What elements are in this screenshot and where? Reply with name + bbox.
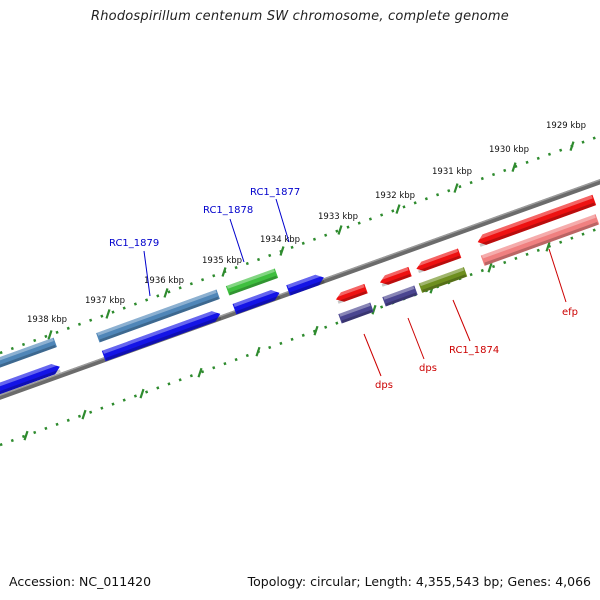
outer-major-tick xyxy=(221,267,227,277)
outer-major-tick xyxy=(395,204,401,214)
tick-label: 1930 kbp xyxy=(489,145,529,155)
gene-cds-RC1_1879[interactable] xyxy=(96,289,220,343)
gene-dps-a[interactable] xyxy=(334,283,368,304)
gene-label[interactable]: RC1_1877 xyxy=(250,187,300,198)
outer-major-tick xyxy=(163,288,169,298)
tick-label: 1934 kbp xyxy=(260,235,300,245)
outer-major-tick xyxy=(511,162,517,172)
label-leaders xyxy=(143,198,567,377)
gene-dps-b[interactable] xyxy=(378,266,412,287)
outer-major-tick xyxy=(47,330,53,340)
gene-RC1_1877[interactable] xyxy=(286,272,325,296)
inner-major-tick xyxy=(371,304,377,315)
accession-text: Accession: NC_011420 xyxy=(9,574,152,589)
outer-major-tick xyxy=(105,309,111,319)
gene-label[interactable]: dps xyxy=(419,363,437,374)
tick-label: 1936 kbp xyxy=(144,276,184,286)
gene-label[interactable]: RC1_1878 xyxy=(203,205,253,216)
gene-RC1_1874[interactable] xyxy=(415,248,462,274)
tick-label: 1938 kbp xyxy=(27,315,67,325)
tick-label: 1935 kbp xyxy=(202,256,242,266)
inner-major-tick xyxy=(139,388,145,399)
inner-major-tick xyxy=(313,325,319,336)
gene-label[interactable]: RC1_1879 xyxy=(109,238,159,249)
gene-label[interactable]: RC1_1874 xyxy=(449,345,499,356)
outer-major-tick xyxy=(279,246,285,256)
label-leader-line xyxy=(548,248,567,303)
gene-forward-RC1_1878[interactable] xyxy=(232,288,282,315)
gene-forward-a[interactable] xyxy=(0,361,62,397)
label-leader-line xyxy=(275,198,290,243)
gene-label[interactable]: efp xyxy=(562,307,578,318)
gene-forward-RC1_1879[interactable] xyxy=(101,309,222,362)
tick-label: 1929 kbp xyxy=(546,121,586,131)
gene-cds-RC1_1874[interactable] xyxy=(418,267,468,293)
label-leader-line xyxy=(452,299,471,342)
map-title: Rhodospirillum centenum SW chromosome, c… xyxy=(91,9,509,24)
gene-features[interactable] xyxy=(0,194,600,397)
gene-cds-dps-a[interactable] xyxy=(338,302,374,324)
inner-major-tick xyxy=(545,241,551,252)
gene-cds-blue[interactable] xyxy=(0,337,57,379)
tick-label: 1937 kbp xyxy=(85,296,125,306)
genome-info-text: Topology: circular; Length: 4,355,543 bp… xyxy=(247,574,591,589)
gene-cds-RC1_1878[interactable] xyxy=(225,268,279,296)
label-leader-line xyxy=(143,250,151,297)
inner-major-tick xyxy=(23,430,29,441)
tick-label: 1931 kbp xyxy=(432,167,472,177)
tick-label: 1932 kbp xyxy=(375,191,415,201)
scale-tick-labels: 1929 kbp 1930 kbp 1931 kbp 1932 kbp 1933 kbp… xyxy=(27,121,586,325)
gene-label[interactable]: dps xyxy=(375,380,393,391)
inner-major-tick xyxy=(197,367,203,378)
label-leader-line xyxy=(407,317,425,360)
gene-cds-dps-b[interactable] xyxy=(382,285,418,307)
inner-major-tick xyxy=(81,409,87,420)
label-leader-line xyxy=(229,218,245,263)
label-leader-line xyxy=(363,333,382,377)
scale-ticks xyxy=(23,141,575,441)
inner-major-tick xyxy=(255,346,261,357)
gene-cds-efp[interactable] xyxy=(480,214,600,266)
tick-label: 1933 kbp xyxy=(318,212,358,222)
inner-major-tick xyxy=(487,262,493,273)
outer-major-tick xyxy=(453,183,459,193)
gene-efp[interactable] xyxy=(476,194,597,248)
outer-major-tick xyxy=(337,225,343,235)
inner-scale-line xyxy=(0,226,600,447)
outer-major-tick xyxy=(569,141,575,151)
